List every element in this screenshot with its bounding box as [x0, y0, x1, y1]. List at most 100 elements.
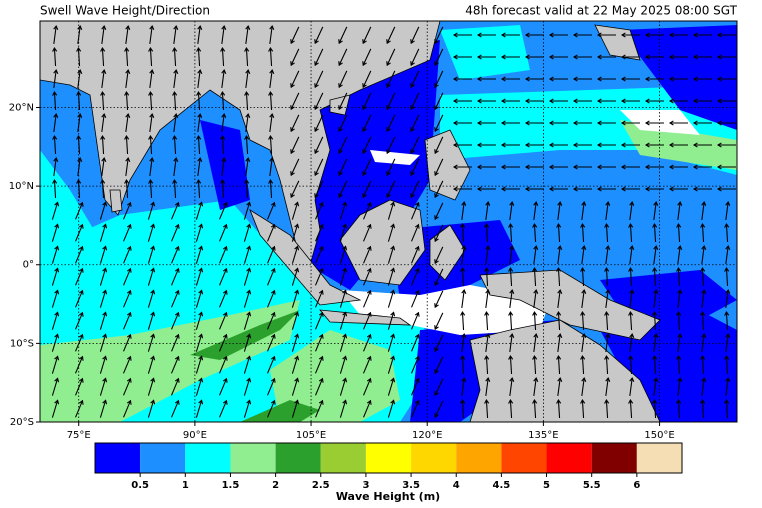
swell-arrow [628, 222, 634, 243]
colorbar-tick-label: 5 [543, 480, 550, 491]
swell-arrow [524, 76, 544, 82]
swell-arrow [434, 158, 444, 177]
swell-arrow [99, 267, 108, 286]
swell-arrow [508, 354, 514, 375]
swell-arrow [149, 157, 155, 176]
swell-arrow [171, 201, 180, 220]
swell-arrow [51, 201, 60, 220]
swell-arrow [676, 398, 682, 419]
swell-arrow [100, 134, 106, 155]
colorbar-tick-label: 3 [362, 480, 369, 491]
swell-arrow [219, 377, 228, 396]
swell-arrow [411, 355, 420, 374]
swell-arrow [269, 157, 275, 176]
swell-arrow [195, 289, 204, 308]
swell-arrow [75, 223, 84, 242]
swell-arrow [314, 158, 324, 177]
colorbar: 0.5 1 1.5 2 2.5 3 3.5 4 4.5 5 5.5 6 [94, 442, 683, 491]
swell-arrow [148, 134, 154, 155]
swell-arrow [52, 134, 58, 155]
swell-arrow [548, 76, 568, 82]
swell-arrow [219, 223, 228, 242]
swell-arrow [434, 180, 444, 199]
swell-arrow [243, 377, 252, 396]
swell-arrow [500, 186, 520, 192]
swell-arrow [677, 201, 683, 220]
swell-arrow [410, 26, 420, 45]
colorbar-frame [94, 442, 683, 474]
swell-arrow [434, 246, 444, 265]
swell-arrow [243, 223, 252, 242]
swell-arrow [620, 98, 640, 104]
swell-arrow [434, 312, 444, 331]
swell-arrow [548, 164, 568, 170]
swell-arrow [124, 46, 130, 67]
swell-arrow [197, 69, 203, 88]
swell-arrow [362, 180, 372, 199]
swell-arrow [339, 311, 348, 330]
swell-arrow [524, 32, 544, 38]
swell-arrow [315, 267, 324, 286]
swell-arrow [692, 54, 712, 60]
swell-arrow [197, 113, 203, 132]
colorbar-label: Wave Height (m) [336, 490, 440, 503]
swell-arrow [452, 186, 472, 192]
colorbar-tick-label: 6 [633, 480, 640, 491]
swell-arrow [291, 399, 300, 418]
swell-arrow [700, 266, 706, 287]
swell-arrow [580, 398, 586, 419]
colorbar-swatch [230, 443, 276, 473]
swell-arrow [291, 289, 300, 308]
swell-arrow [197, 25, 203, 44]
swell-arrow [124, 90, 130, 111]
swell-arrow [52, 90, 58, 111]
swell-arrow [533, 201, 539, 220]
swell-arrow [452, 32, 472, 38]
swell-arrow [267, 377, 276, 396]
swell-arrow [411, 267, 420, 286]
swell-arrow [268, 90, 274, 111]
swell-arrow [596, 120, 616, 126]
swell-arrow [338, 158, 348, 177]
swell-arrow [604, 354, 610, 375]
swell-arrow [387, 201, 396, 220]
swell-arrow [596, 142, 616, 148]
swell-arrow [604, 266, 610, 287]
swell-arrow [219, 267, 228, 286]
swell-arrow [291, 267, 300, 286]
swell-arrow [171, 267, 180, 286]
swell-arrow [291, 245, 300, 264]
colorbar-swatch [591, 443, 637, 473]
swell-arrow [124, 178, 130, 199]
swell-arrow [123, 333, 132, 352]
swell-arrow [434, 70, 444, 89]
swell-arrow [500, 54, 520, 60]
swell-arrow [605, 289, 611, 308]
swell-arrow [53, 25, 59, 44]
swell-arrow [219, 311, 228, 330]
y-tick-label: 10°N [9, 181, 34, 192]
swell-arrow [556, 354, 562, 375]
swell-arrow [51, 355, 60, 374]
swell-arrow [100, 90, 106, 111]
swell-arrow [572, 54, 592, 60]
swell-arrow [700, 398, 706, 419]
swell-arrow [386, 180, 396, 199]
colorbar-swatch [365, 443, 412, 473]
swell-arrow [219, 245, 228, 264]
swell-arrow [557, 201, 563, 220]
swell-arrow [51, 267, 60, 286]
swell-arrow [724, 222, 730, 243]
swell-arrow [75, 311, 84, 330]
swell-arrow [668, 32, 688, 38]
swell-arrow [476, 142, 496, 148]
swell-arrow [716, 32, 736, 38]
swell-arrow [653, 245, 659, 264]
swell-arrow [147, 333, 156, 352]
swell-arrow [605, 201, 611, 220]
swell-arrow [434, 48, 444, 67]
swell-arrow [556, 310, 562, 331]
swell-arrow [267, 289, 276, 308]
swell-arrow [461, 201, 467, 220]
swell-arrow [500, 98, 520, 104]
